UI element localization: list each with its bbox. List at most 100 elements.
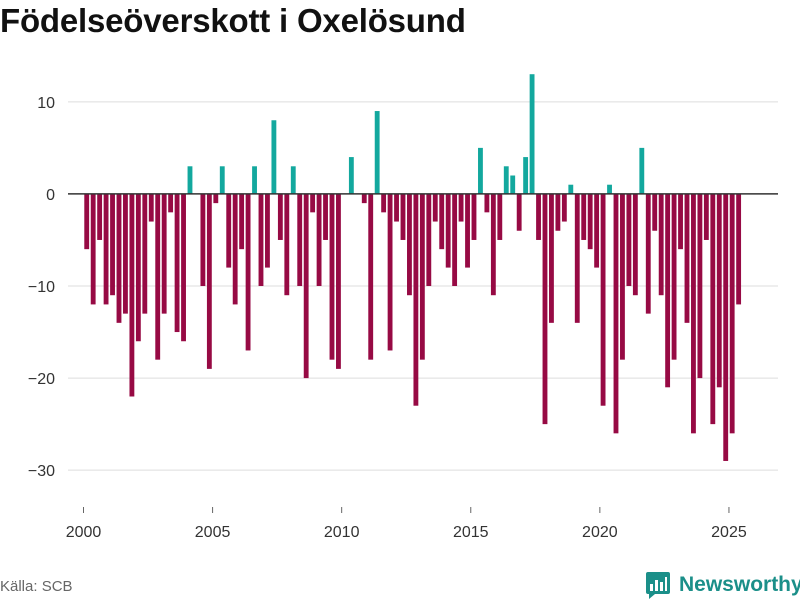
bar bbox=[316, 193, 322, 286]
bar bbox=[271, 120, 277, 194]
bar bbox=[665, 193, 671, 388]
bar bbox=[600, 193, 606, 406]
bar bbox=[549, 193, 554, 323]
bar bbox=[471, 193, 477, 240]
bar bbox=[174, 193, 180, 333]
bar bbox=[620, 193, 625, 360]
bar bbox=[684, 193, 690, 323]
bar bbox=[97, 193, 103, 240]
bar bbox=[336, 193, 341, 369]
bar bbox=[284, 193, 290, 296]
bar bbox=[555, 193, 561, 231]
bar bbox=[290, 166, 296, 194]
bar bbox=[400, 193, 406, 240]
bar bbox=[542, 193, 548, 425]
bar bbox=[381, 193, 387, 213]
x-tick-label: 2025 bbox=[711, 524, 747, 541]
x-tick-label: 2010 bbox=[324, 524, 360, 541]
y-axis-ticks: 10 0 −10 −20 −30 bbox=[28, 95, 55, 480]
bar bbox=[671, 193, 677, 360]
bar bbox=[478, 147, 483, 194]
bar bbox=[658, 193, 664, 296]
bar bbox=[490, 193, 496, 296]
bar bbox=[568, 184, 574, 194]
bar-layer bbox=[84, 74, 742, 461]
bar bbox=[129, 193, 135, 397]
bar bbox=[445, 193, 451, 268]
bar bbox=[348, 157, 354, 194]
bar bbox=[523, 157, 529, 194]
bar bbox=[148, 193, 154, 222]
bar bbox=[110, 193, 115, 296]
y-tick-label: −10 bbox=[28, 279, 55, 296]
x-tick-label: 2015 bbox=[453, 524, 489, 541]
bar bbox=[536, 193, 541, 240]
bar bbox=[310, 193, 316, 213]
bar bbox=[723, 193, 729, 461]
bar bbox=[407, 193, 412, 296]
x-tick-label: 2000 bbox=[66, 524, 102, 541]
bar bbox=[594, 193, 600, 268]
bar bbox=[458, 193, 464, 222]
x-tick-label: 2005 bbox=[195, 524, 231, 541]
bar bbox=[607, 184, 612, 194]
bar bbox=[368, 193, 374, 360]
bar bbox=[736, 193, 742, 305]
brand-name: Newsworthy bbox=[679, 573, 800, 596]
bar bbox=[232, 193, 238, 305]
bar bbox=[187, 166, 193, 194]
bar bbox=[510, 175, 516, 194]
bar bbox=[219, 166, 225, 194]
bar bbox=[200, 193, 206, 286]
bar bbox=[697, 193, 703, 379]
bar bbox=[613, 193, 619, 434]
bar bbox=[503, 166, 509, 194]
bar bbox=[439, 193, 445, 250]
bar bbox=[678, 193, 683, 250]
bar bbox=[329, 193, 335, 360]
bar bbox=[626, 193, 632, 286]
bar bbox=[516, 193, 522, 231]
brand-logo: Newsworthy bbox=[645, 570, 800, 600]
bar bbox=[90, 193, 96, 305]
bar bbox=[297, 193, 303, 286]
bar bbox=[497, 193, 503, 240]
bar bbox=[574, 193, 580, 323]
chart-title: Födelseöverskott i Oxelösund bbox=[0, 2, 466, 39]
bar bbox=[645, 193, 651, 314]
bar bbox=[303, 193, 309, 379]
bar bbox=[206, 193, 212, 369]
bar bbox=[652, 193, 658, 231]
bar bbox=[426, 193, 432, 286]
bar bbox=[226, 193, 232, 268]
bar bbox=[465, 193, 470, 268]
bar bbox=[161, 193, 167, 314]
bar bbox=[258, 193, 264, 286]
bar bbox=[452, 193, 458, 286]
bar bbox=[716, 193, 722, 388]
x-tick-label: 2020 bbox=[582, 524, 618, 541]
bar bbox=[710, 193, 716, 425]
bar bbox=[252, 166, 257, 194]
bar bbox=[84, 193, 90, 250]
bar bbox=[123, 193, 128, 314]
x-axis-ticks: 2000 2005 2010 2015 2020 2025 bbox=[66, 507, 747, 541]
bar bbox=[413, 193, 419, 406]
bar bbox=[103, 193, 109, 305]
y-tick-label: 0 bbox=[46, 187, 55, 204]
bar bbox=[265, 193, 270, 268]
bar bbox=[639, 147, 645, 194]
bar bbox=[581, 193, 587, 240]
bar bbox=[181, 193, 186, 342]
bar bbox=[213, 193, 219, 204]
bar bbox=[116, 193, 122, 323]
bar bbox=[245, 193, 251, 351]
bar bbox=[155, 193, 161, 360]
y-tick-label: −20 bbox=[28, 371, 55, 388]
bar bbox=[484, 193, 490, 213]
newsworthy-logo-icon bbox=[646, 572, 670, 599]
bar bbox=[135, 193, 141, 342]
bar bbox=[239, 193, 245, 250]
bar bbox=[387, 193, 393, 351]
